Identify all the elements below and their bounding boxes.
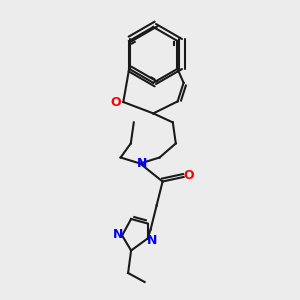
Text: O: O (184, 169, 194, 182)
Text: N: N (147, 233, 157, 247)
Text: N: N (136, 157, 147, 170)
Text: N: N (112, 227, 123, 241)
Text: O: O (110, 95, 121, 109)
